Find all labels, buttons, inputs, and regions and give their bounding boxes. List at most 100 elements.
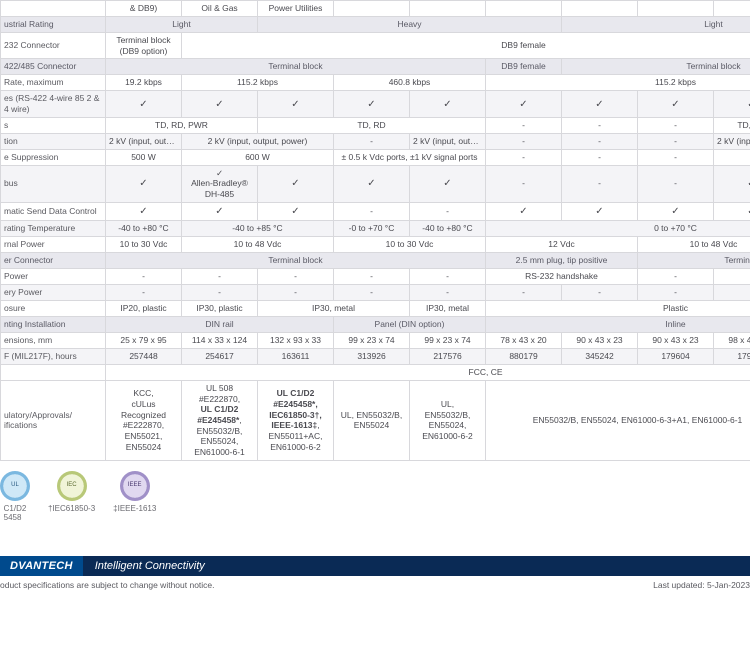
- row-label: osure: [1, 300, 106, 316]
- table-cell: 2 kV (input, output): [410, 133, 486, 149]
- table-cell: IP20, plastic: [106, 300, 182, 316]
- table-cell: Terminal block (DB9 option): [106, 33, 182, 59]
- table-cell: 99 x 23 x 74: [334, 333, 410, 349]
- row-label: tion: [1, 133, 106, 149]
- table-cell: 78 x 43 x 20: [486, 333, 562, 349]
- header-cell: Power Utilities: [258, 1, 334, 17]
- table-cell: -: [182, 284, 258, 300]
- table-cell: 12 Vdc: [486, 236, 638, 252]
- table-cell: 257448: [106, 349, 182, 365]
- table-cell: UL,EN55032/B,EN55024,EN61000-6-2: [410, 381, 486, 460]
- table-cell: -: [486, 149, 562, 165]
- header-cell: Oil & Gas: [182, 1, 258, 17]
- table-cell: -: [562, 117, 638, 133]
- table-cell: 25 x 79 x 95: [106, 333, 182, 349]
- row-label: [1, 365, 106, 381]
- table-cell: TD, RD: [714, 117, 750, 133]
- row-label: ustrial Rating: [1, 17, 106, 33]
- row-label: matic Send Data Control: [1, 202, 106, 220]
- table-cell: -: [410, 268, 486, 284]
- table-cell: 114 x 33 x 124: [182, 333, 258, 349]
- table-cell: ✓: [638, 202, 714, 220]
- certification-badges: ULC1/D2 5458IEC†IEC61850-3IEEE‡IEEE-1613: [0, 461, 750, 550]
- table-cell: DIN rail: [106, 316, 334, 332]
- header-cell: [334, 1, 410, 17]
- header-cell: [410, 1, 486, 17]
- table-cell: ✓: [714, 202, 750, 220]
- table-cell: ✓: [258, 91, 334, 117]
- table-cell: 10 to 30 Vdc: [106, 236, 182, 252]
- table-cell: 115.2 kbps: [486, 75, 750, 91]
- row-label: e Suppression: [1, 149, 106, 165]
- badge-icon: IEEE: [120, 471, 150, 501]
- cert-badge: IEC†IEC61850-3: [48, 471, 95, 513]
- row-label: bus: [1, 165, 106, 202]
- badge-label: C1/D2 5458: [4, 504, 27, 522]
- table-cell: -: [638, 284, 714, 300]
- table-cell: Plastic: [486, 300, 750, 316]
- row-label: ulatory/Approvals/ ifications: [1, 381, 106, 460]
- table-cell: 345242: [562, 349, 638, 365]
- badge-label: †IEC61850-3: [48, 504, 95, 513]
- row-label: ensions, mm: [1, 333, 106, 349]
- row-label: es (RS-422 4-wire 85 2 & 4 wire): [1, 91, 106, 117]
- table-cell: 880179: [486, 349, 562, 365]
- row-label: 232 Connector: [1, 33, 106, 59]
- row-label: rating Temperature: [1, 220, 106, 236]
- table-cell: 2 kV (input, output): [714, 133, 750, 149]
- table-cell: ✓: [182, 91, 258, 117]
- table-cell: 10 to 48 Vdc: [638, 236, 750, 252]
- table-cell: 179604: [638, 349, 714, 365]
- table-cell: 99 x 23 x 74: [410, 333, 486, 349]
- table-cell: Panel (DIN option): [334, 316, 486, 332]
- table-cell: ± 0.5 k Vdc ports, ±1 kV signal ports: [334, 149, 486, 165]
- table-cell: Heavy: [258, 17, 562, 33]
- table-cell: ✓: [486, 91, 562, 117]
- table-cell: -: [182, 268, 258, 284]
- table-cell: -: [410, 284, 486, 300]
- row-label: nting Installation: [1, 316, 106, 332]
- table-cell: ✓: [258, 165, 334, 202]
- table-cell: 313926: [334, 349, 410, 365]
- table-cell: Terminal block: [106, 59, 486, 75]
- table-cell: -: [486, 165, 562, 202]
- table-cell: -: [486, 284, 562, 300]
- table-cell: ✓: [106, 202, 182, 220]
- table-cell: TD, RD: [258, 117, 486, 133]
- table-cell: ✓: [334, 91, 410, 117]
- table-cell: Terminal block: [562, 59, 750, 75]
- table-cell: ✓: [562, 202, 638, 220]
- table-cell: FCC, CE: [106, 365, 750, 381]
- table-cell: 460.8 kbps: [334, 75, 486, 91]
- spec-table: & DB9)Oil & GasPower Utilities ustrial Ra…: [0, 0, 750, 461]
- table-cell: 10 to 48 Vdc: [182, 236, 334, 252]
- table-cell: -: [638, 149, 714, 165]
- brand-tagline: Intelligent Connectivity: [83, 556, 750, 576]
- table-cell: Light: [106, 17, 258, 33]
- table-cell: -: [638, 133, 714, 149]
- table-cell: 19.2 kbps: [106, 75, 182, 91]
- table-cell: ✓: [106, 165, 182, 202]
- row-label: er Connector: [1, 252, 106, 268]
- disclaimer-text: oduct specifications are subject to chan…: [0, 576, 215, 590]
- table-cell: IP30, metal: [410, 300, 486, 316]
- table-cell: 2 kV (input, output, power): [182, 133, 334, 149]
- table-cell: -: [562, 284, 638, 300]
- header-cell: [714, 1, 750, 17]
- table-cell: RS-232 handshake: [486, 268, 638, 284]
- header-cell: & DB9): [106, 1, 182, 17]
- table-cell: EN55032/B, EN55024, EN61000-6-3+A1, EN61…: [486, 381, 750, 460]
- table-cell: -: [638, 117, 714, 133]
- table-cell: 2 kV (input, output): [106, 133, 182, 149]
- header-cell: [1, 1, 106, 17]
- table-cell: IP30, metal: [258, 300, 410, 316]
- table-cell: -40 to +80 °C: [410, 220, 486, 236]
- table-cell: 90 x 43 x 23: [638, 333, 714, 349]
- table-cell: -: [486, 117, 562, 133]
- table-cell: 115.2 kbps: [182, 75, 334, 91]
- table-cell: ✓: [562, 91, 638, 117]
- table-cell: 90 x 43 x 23: [562, 333, 638, 349]
- table-cell: ✓: [106, 91, 182, 117]
- table-cell: -: [106, 268, 182, 284]
- table-cell: -: [714, 149, 750, 165]
